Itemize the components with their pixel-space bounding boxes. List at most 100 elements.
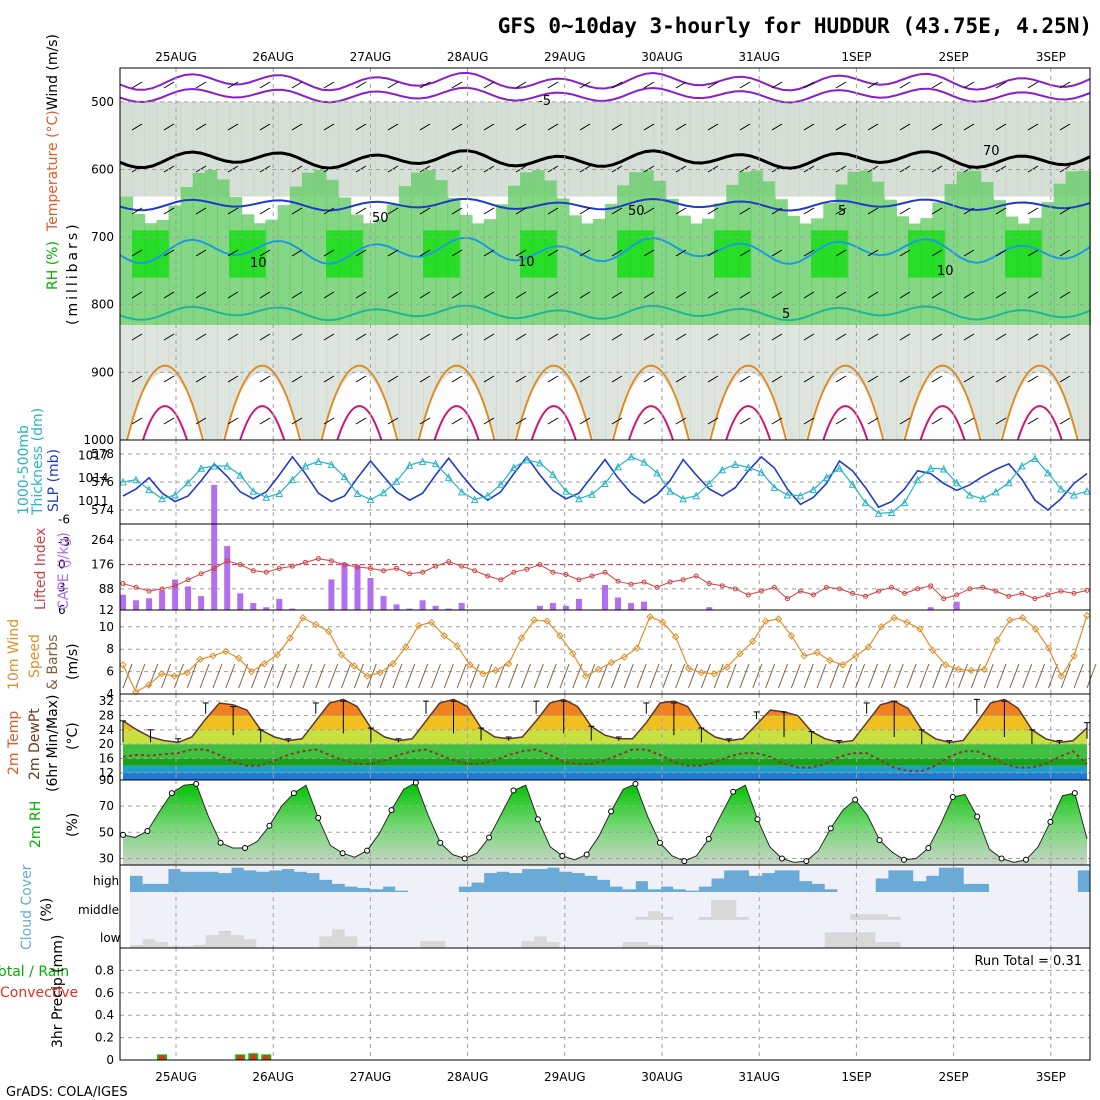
wind-barb [771, 81, 783, 89]
cloud-low-cell [521, 941, 535, 948]
wind-barb [675, 333, 687, 341]
wind-barb [771, 375, 783, 383]
cloud-clear-cell [521, 892, 535, 920]
wind-barb [1059, 291, 1071, 299]
wind-barb-10m [315, 663, 326, 689]
wind-barb [931, 291, 943, 299]
cloud-clear-cell [673, 920, 687, 948]
cloud-clear-cell [988, 892, 1003, 920]
cloud-clear-cell [445, 920, 459, 948]
cloud-clear-cell [218, 892, 232, 920]
cloud-clear-cell [711, 892, 725, 901]
lifted-point [550, 569, 556, 575]
cloud-clear-cell [572, 865, 586, 874]
wind-barb [387, 291, 399, 299]
wind-barb [963, 291, 975, 299]
wind-title-2: Speed [27, 634, 43, 678]
cloud-clear-cell [471, 865, 485, 883]
cloud-clear-cell [357, 892, 371, 920]
temp-contour-10 [119, 236, 1091, 265]
precip-bar-convective [237, 1055, 244, 1060]
date-label-top: 26AUG [252, 50, 294, 64]
cloud-clear-cell [483, 865, 497, 874]
lifted-point [485, 573, 491, 579]
wind-speed-point [286, 634, 294, 642]
wind-barb-10m [431, 663, 441, 689]
cloud-clear-cell [900, 920, 914, 948]
date-axes: 25AUG 25AUG 26AUG 26AUG 27AUG 27AUG 28AUG 28AUG… [155, 50, 1066, 1084]
wind-speed-point [916, 625, 924, 633]
wind-barb [579, 123, 591, 131]
cloud-clear-cell [660, 920, 674, 948]
wind-barb-10m [559, 663, 570, 689]
cloud-clear-cell [496, 920, 510, 948]
lifted-point [1032, 596, 1038, 602]
cape-bar [237, 593, 244, 610]
wind-barb-10m [585, 663, 596, 689]
wind-barb [259, 291, 271, 299]
slp-point [731, 460, 740, 468]
lifted-point [954, 592, 960, 598]
wind-speed-point [170, 672, 179, 680]
precip-tick: 0.4 [95, 1008, 114, 1022]
date-label-bottom: 28AUG [447, 1070, 489, 1084]
rh-point [510, 787, 517, 794]
date-label-top: 3SEP [1036, 50, 1066, 64]
contour-label: 10 [250, 256, 267, 271]
rh-point [168, 790, 175, 797]
rh-band-mid [1077, 170, 1091, 326]
rh-tick: 30 [99, 851, 114, 865]
wind-barb [227, 291, 239, 299]
cloud-clear-cell [685, 865, 699, 891]
lifted-point [732, 586, 738, 592]
cape-bar [289, 608, 296, 610]
slp-point [1018, 461, 1026, 470]
lifted-point [876, 588, 882, 594]
date-label-bottom: 31AUG [738, 1070, 780, 1084]
wind-barb [643, 291, 655, 299]
cloud-clear-cell [584, 892, 598, 920]
cloud-clear-cell [774, 920, 788, 948]
wind-speed-point [864, 643, 873, 651]
rh-point [925, 845, 932, 851]
wind-barb-10m [135, 663, 146, 689]
rh-band-low [289, 325, 303, 440]
wind-barb [707, 333, 719, 341]
wind-barb [483, 291, 495, 299]
cloud-clear-cell [193, 920, 207, 946]
rh-band-dark [532, 230, 546, 278]
temp-contour-zero [119, 149, 1091, 170]
wind-speed-point [260, 660, 269, 668]
wind-barb [611, 333, 623, 341]
rh-band-mid [301, 172, 315, 326]
wind-barb-10m [1047, 663, 1058, 689]
wind-barb [995, 333, 1007, 341]
lifted-point [823, 584, 829, 590]
date-label-top: 27AUG [350, 50, 392, 64]
wind-barb [995, 291, 1007, 299]
cloud-clear-cell [837, 892, 851, 920]
cloud-clear-cell [748, 865, 763, 876]
wind-barb-10m [405, 663, 416, 689]
wind-barb [355, 81, 367, 89]
contour-label: 70 [983, 144, 1000, 159]
lifted-point [211, 565, 217, 571]
temp-title-1: 2m Temp [6, 711, 22, 775]
cloud-clear-cell [635, 920, 649, 943]
wind-barb [675, 81, 687, 89]
rh-band-low [120, 325, 134, 440]
rh-band-light [653, 101, 667, 197]
cloud-clear-cell [1014, 892, 1028, 920]
cloud-clear-cell [862, 865, 876, 892]
slp-point [900, 498, 909, 507]
wind-barb [931, 375, 943, 383]
wind-speed-point [890, 614, 898, 622]
wind-barb [771, 207, 783, 215]
wind-barb [867, 249, 879, 257]
lifted-tick: 3 [58, 580, 66, 594]
wind-barb [1059, 333, 1071, 341]
rh-band-mid [980, 182, 994, 326]
rh-band-low [217, 325, 231, 440]
date-label-top: 31AUG [738, 50, 780, 64]
wind-barb [899, 249, 911, 257]
